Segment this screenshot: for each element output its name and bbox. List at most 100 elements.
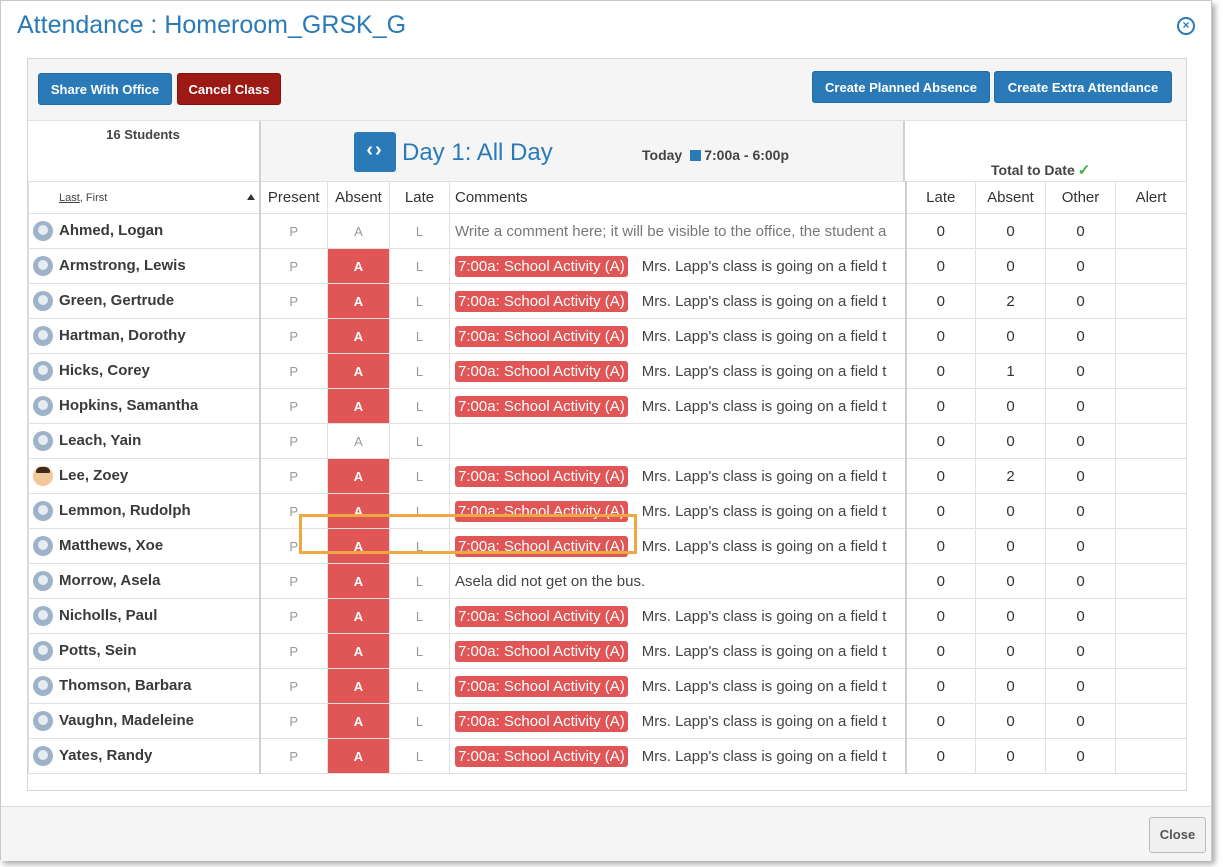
student-name[interactable]: Potts, Sein	[59, 641, 137, 659]
share-with-office-button[interactable]: Share With Office	[38, 73, 172, 105]
close-icon[interactable]: ×	[1177, 17, 1195, 35]
late-toggle[interactable]: L	[389, 738, 450, 774]
present-toggle[interactable]: P	[259, 668, 328, 704]
comment-text[interactable]: Mrs. Lapp's class is going on a field t	[641, 712, 887, 730]
comment-cell[interactable]: 7:00a: School Activity (A) Mrs. Lapp's cl…	[449, 668, 907, 704]
late-toggle[interactable]: L	[389, 493, 450, 529]
school-activity-badge[interactable]: 7:00a: School Activity (A)	[455, 325, 628, 347]
present-toggle[interactable]: P	[259, 213, 328, 249]
comment-text[interactable]: Mrs. Lapp's class is going on a field t	[641, 607, 887, 625]
late-toggle[interactable]: L	[389, 458, 450, 494]
absent-toggle[interactable]: A	[327, 283, 390, 319]
comment-cell[interactable]: 7:00a: School Activity (A) Mrs. Lapp's cl…	[449, 318, 907, 354]
comment-text[interactable]: Mrs. Lapp's class is going on a field t	[641, 642, 887, 660]
late-toggle[interactable]: L	[389, 528, 450, 564]
comment-cell[interactable]: Write a comment here; it will be visible…	[449, 213, 907, 249]
school-activity-badge[interactable]: 7:00a: School Activity (A)	[455, 745, 628, 767]
absent-toggle[interactable]: A	[327, 563, 390, 599]
absent-toggle[interactable]: A	[327, 703, 390, 739]
last-name-sort-link[interactable]: Last	[59, 191, 80, 204]
student-name[interactable]: Armstrong, Lewis	[59, 256, 186, 274]
student-name-cell[interactable]: Hopkins, Samantha	[28, 388, 261, 424]
school-activity-badge[interactable]: 7:00a: School Activity (A)	[455, 605, 628, 627]
absent-toggle[interactable]: A	[327, 318, 390, 354]
student-name-cell[interactable]: Hartman, Dorothy	[28, 318, 261, 354]
absent-toggle[interactable]: A	[327, 458, 390, 494]
student-name[interactable]: Hicks, Corey	[59, 361, 150, 379]
absent-toggle[interactable]: A	[327, 633, 390, 669]
present-toggle[interactable]: P	[259, 248, 328, 284]
school-activity-badge[interactable]: 7:00a: School Activity (A)	[455, 255, 628, 277]
late-toggle[interactable]: L	[389, 213, 450, 249]
student-name-cell[interactable]: Vaughn, Madeleine	[28, 703, 261, 739]
present-toggle[interactable]: P	[259, 493, 328, 529]
student-name[interactable]: Nicholls, Paul	[59, 606, 158, 624]
absent-toggle[interactable]: A	[327, 423, 390, 459]
school-activity-badge[interactable]: 7:00a: School Activity (A)	[455, 465, 628, 487]
school-activity-badge[interactable]: 7:00a: School Activity (A)	[455, 710, 628, 732]
student-name[interactable]: Vaughn, Madeleine	[59, 711, 195, 729]
student-name[interactable]: Yates, Randy	[59, 746, 153, 764]
student-name-cell[interactable]: Armstrong, Lewis	[28, 248, 261, 284]
comment-cell[interactable]: 7:00a: School Activity (A) Mrs. Lapp's cl…	[449, 248, 907, 284]
create-extra-attendance-button[interactable]: Create Extra Attendance	[994, 71, 1172, 103]
present-toggle[interactable]: P	[259, 703, 328, 739]
student-name[interactable]: Ahmed, Logan	[59, 221, 164, 239]
comment-text[interactable]: Mrs. Lapp's class is going on a field t	[641, 257, 887, 275]
student-name-cell[interactable]: Lemmon, Rudolph	[28, 493, 261, 529]
present-toggle[interactable]: P	[259, 283, 328, 319]
name-column-header[interactable]: Last, First	[28, 181, 261, 214]
comment-cell[interactable]: Asela did not get on the bus.	[449, 563, 907, 599]
absent-toggle[interactable]: A	[327, 213, 390, 249]
comment-cell[interactable]: 7:00a: School Activity (A) Mrs. Lapp's cl…	[449, 353, 907, 389]
student-name[interactable]: Matthews, Xoe	[59, 536, 164, 554]
late-toggle[interactable]: L	[389, 703, 450, 739]
student-name-cell[interactable]: Nicholls, Paul	[28, 598, 261, 634]
comment-text[interactable]: Mrs. Lapp's class is going on a field t	[641, 537, 887, 555]
day-navigation-button[interactable]: ‹›	[354, 132, 396, 172]
present-toggle[interactable]: P	[259, 318, 328, 354]
student-name-cell[interactable]: Lee, Zoey	[28, 458, 261, 494]
comment-cell[interactable]: 7:00a: School Activity (A) Mrs. Lapp's cl…	[449, 388, 907, 424]
late-toggle[interactable]: L	[389, 353, 450, 389]
present-toggle[interactable]: P	[259, 598, 328, 634]
student-name-cell[interactable]: Potts, Sein	[28, 633, 261, 669]
comment-cell[interactable]: 7:00a: School Activity (A) Mrs. Lapp's cl…	[449, 458, 907, 494]
present-toggle[interactable]: P	[259, 563, 328, 599]
late-toggle[interactable]: L	[389, 423, 450, 459]
late-toggle[interactable]: L	[389, 248, 450, 284]
school-activity-badge[interactable]: 7:00a: School Activity (A)	[455, 675, 628, 697]
late-toggle[interactable]: L	[389, 668, 450, 704]
school-activity-badge[interactable]: 7:00a: School Activity (A)	[455, 395, 628, 417]
student-name-cell[interactable]: Leach, Yain	[28, 423, 261, 459]
late-toggle[interactable]: L	[389, 598, 450, 634]
present-toggle[interactable]: P	[259, 423, 328, 459]
student-name-cell[interactable]: Hicks, Corey	[28, 353, 261, 389]
absent-toggle[interactable]: A	[327, 388, 390, 424]
comment-text[interactable]: Mrs. Lapp's class is going on a field t	[641, 292, 887, 310]
create-planned-absence-button[interactable]: Create Planned Absence	[812, 71, 990, 103]
present-toggle[interactable]: P	[259, 738, 328, 774]
student-name[interactable]: Leach, Yain	[59, 431, 142, 449]
student-name-cell[interactable]: Matthews, Xoe	[28, 528, 261, 564]
present-toggle[interactable]: P	[259, 458, 328, 494]
comment-text[interactable]: Mrs. Lapp's class is going on a field t	[641, 502, 887, 520]
absent-toggle[interactable]: A	[327, 668, 390, 704]
present-toggle[interactable]: P	[259, 633, 328, 669]
late-toggle[interactable]: L	[389, 388, 450, 424]
comment-cell[interactable]: 7:00a: School Activity (A) Mrs. Lapp's cl…	[449, 703, 907, 739]
comment-cell[interactable]	[449, 423, 907, 459]
close-button[interactable]: Close	[1149, 817, 1206, 853]
late-toggle[interactable]: L	[389, 283, 450, 319]
late-toggle[interactable]: L	[389, 318, 450, 354]
comment-text[interactable]: Mrs. Lapp's class is going on a field t	[641, 327, 887, 345]
student-name[interactable]: Morrow, Asela	[59, 571, 161, 589]
school-activity-badge[interactable]: 7:00a: School Activity (A)	[455, 290, 628, 312]
cancel-class-button[interactable]: Cancel Class	[177, 73, 281, 105]
comment-text[interactable]: Mrs. Lapp's class is going on a field t	[641, 467, 887, 485]
student-name[interactable]: Lemmon, Rudolph	[59, 501, 191, 519]
student-name-cell[interactable]: Yates, Randy	[28, 738, 261, 774]
student-name[interactable]: Thomson, Barbara	[59, 676, 192, 694]
student-name-cell[interactable]: Green, Gertrude	[28, 283, 261, 319]
student-name[interactable]: Hartman, Dorothy	[59, 326, 186, 344]
